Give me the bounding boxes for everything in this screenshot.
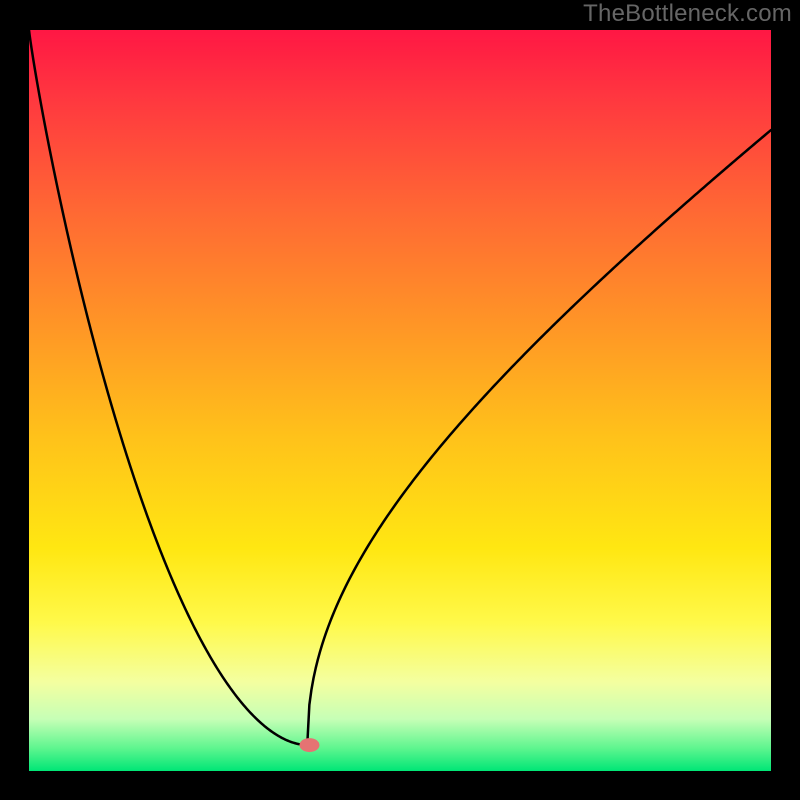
optimum-marker bbox=[299, 738, 319, 752]
chart-root: TheBottleneck.com bbox=[0, 0, 800, 800]
plot-background bbox=[29, 30, 771, 771]
watermark-text: TheBottleneck.com bbox=[583, 0, 792, 28]
chart-svg bbox=[0, 0, 800, 800]
